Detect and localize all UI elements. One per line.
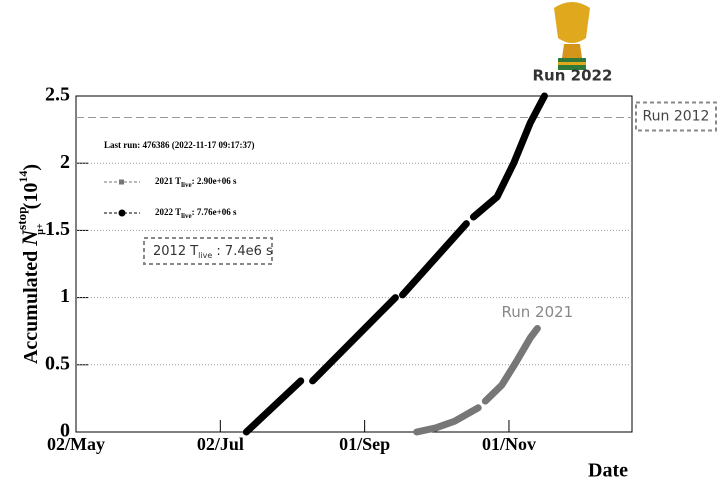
x-tick-label: 01/Sep — [339, 434, 390, 454]
annotation: Last run: 476386 (2022-11-17 09:17:37) — [104, 140, 255, 150]
y-tick-label: 0.5 — [45, 352, 70, 374]
legend-text: 2022 T — [155, 207, 181, 217]
series-label: Run 2022 — [533, 67, 613, 85]
legend-text: live — [181, 212, 192, 220]
y-tick-label: 1.5 — [45, 218, 70, 240]
y-tick-label: 2.5 — [45, 84, 70, 106]
x-tick-label: 02/Jul — [197, 434, 244, 454]
series-label: Run 2021 — [502, 303, 574, 321]
chart: Date Last run: 476386 (2022-11-17 09:17:… — [0, 0, 720, 482]
series-line — [417, 329, 538, 432]
y-tick-label: 2 — [60, 151, 70, 173]
legend-marker — [119, 180, 124, 185]
x-axis-label: Date — [588, 460, 628, 482]
note-text: 2012 Tlive : 7.4e6 s — [153, 244, 273, 260]
x-tick-label: 01/Nov — [482, 434, 536, 454]
legend-text: : 7.76e+06 s — [192, 207, 237, 217]
x-tick-label: 02/May — [47, 434, 105, 454]
reference-label: Run 2012 — [643, 109, 710, 125]
legend-text: : 2.90e+06 s — [192, 176, 237, 186]
legend-text: 2021 T — [155, 176, 181, 186]
legend-entry: 2021 Tlive: 2.90e+06 s — [155, 176, 237, 189]
legend-text: live — [181, 181, 192, 189]
trophy-icon — [554, 2, 590, 70]
series-line — [246, 96, 544, 432]
legend-marker — [119, 210, 126, 217]
legend-entry: 2022 Tlive: 7.76e+06 s — [155, 207, 237, 220]
y-tick-label: 1 — [60, 285, 70, 307]
